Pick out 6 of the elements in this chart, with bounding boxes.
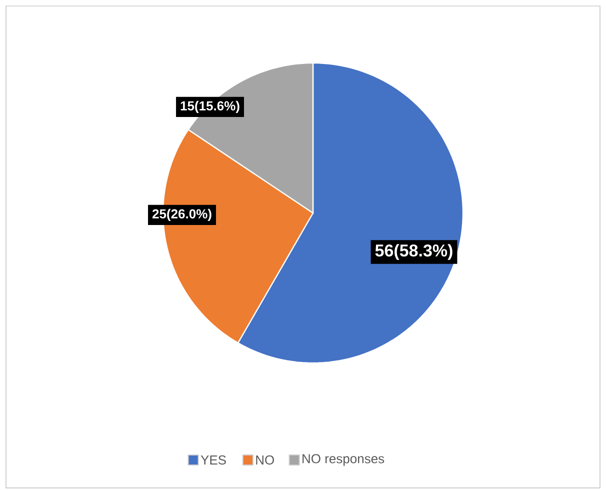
legend-label: NO responses <box>302 454 384 466</box>
legend-label: YES <box>200 455 226 465</box>
data-label: 15(15.6%) <box>180 100 240 114</box>
legend-label: NO <box>256 455 274 465</box>
data-label: 25(26.0%) <box>152 208 212 222</box>
data-label: 56(58.3%) <box>375 244 452 260</box>
